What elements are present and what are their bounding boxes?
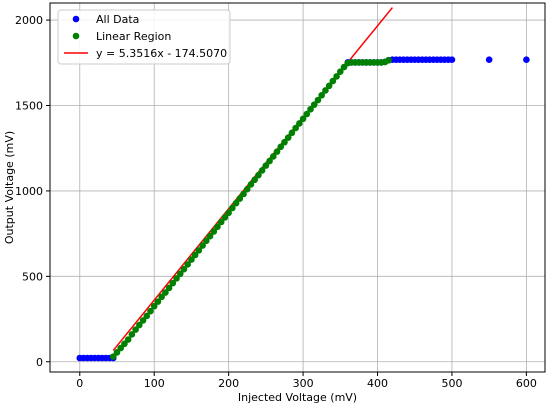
data-point-linear-region bbox=[139, 317, 147, 324]
data-point-linear-region bbox=[221, 214, 229, 221]
data-point-linear-region bbox=[117, 344, 125, 352]
legend-label-fit: y = 5.3516x - 174.5070 bbox=[96, 47, 227, 60]
data-point-linear-region bbox=[128, 331, 136, 338]
data-point-linear-region bbox=[199, 242, 206, 249]
data-point-linear-region bbox=[113, 349, 121, 356]
legend-label-all-data: All Data bbox=[96, 13, 139, 26]
x-tick-label: 400 bbox=[367, 377, 388, 390]
data-point-linear-region bbox=[270, 153, 277, 160]
data-point-linear-region bbox=[243, 185, 251, 193]
x-tick-label: 0 bbox=[76, 377, 83, 390]
y-tick-label: 1000 bbox=[15, 185, 43, 198]
y-tick-label: 1500 bbox=[15, 100, 43, 113]
data-point-linear-region bbox=[262, 162, 270, 169]
y-axis-label: Output Voltage (mV) bbox=[3, 131, 16, 244]
legend-marker-all-data bbox=[72, 15, 80, 23]
data-point-linear-region bbox=[255, 171, 262, 179]
data-point-all-data bbox=[448, 56, 456, 64]
x-axis-label: Injected Voltage (mV) bbox=[238, 391, 357, 404]
data-point-linear-region bbox=[180, 265, 188, 273]
data-point-linear-region bbox=[147, 307, 154, 315]
data-point-linear-region bbox=[132, 326, 139, 333]
data-point-linear-region bbox=[191, 251, 199, 259]
data-point-linear-region bbox=[325, 82, 333, 90]
data-point-linear-region bbox=[176, 270, 184, 278]
data-point-linear-region bbox=[232, 199, 240, 207]
data-point-linear-region bbox=[385, 56, 392, 64]
x-tick-label: 500 bbox=[441, 377, 462, 390]
data-point-linear-region bbox=[162, 289, 169, 296]
data-point-linear-region bbox=[173, 275, 180, 282]
data-point-linear-region bbox=[251, 176, 258, 184]
data-point-linear-region bbox=[236, 195, 244, 202]
legend: All Data Linear Region y = 5.3516x - 174… bbox=[57, 9, 231, 65]
data-point-linear-region bbox=[247, 181, 255, 188]
data-point-linear-region bbox=[184, 261, 192, 268]
data-point-linear-region bbox=[136, 321, 143, 329]
data-point-linear-region bbox=[307, 105, 314, 113]
x-tick-label: 300 bbox=[293, 377, 314, 390]
data-point-linear-region bbox=[158, 293, 165, 301]
data-point-linear-region bbox=[266, 157, 273, 165]
data-point-linear-region bbox=[318, 91, 325, 99]
data-point-linear-region bbox=[292, 124, 299, 132]
data-point-linear-region bbox=[314, 96, 322, 104]
legend-marker-linear-region bbox=[72, 32, 80, 40]
data-point-linear-region bbox=[337, 68, 344, 75]
data-point-linear-region bbox=[322, 87, 329, 94]
x-axis-ticks: 0 100 200 300 400 500 600 bbox=[76, 372, 537, 390]
data-point-linear-region bbox=[281, 138, 288, 146]
legend-label-linear-region: Linear Region bbox=[96, 30, 171, 43]
data-point-linear-region bbox=[188, 256, 195, 263]
data-point-linear-region bbox=[284, 134, 292, 141]
data-point-linear-region bbox=[154, 298, 162, 305]
data-point-linear-region bbox=[143, 312, 151, 320]
data-point-linear-region bbox=[217, 218, 225, 226]
data-point-linear-region bbox=[195, 247, 203, 254]
data-point-linear-region bbox=[203, 237, 210, 245]
data-point-linear-region bbox=[310, 101, 318, 108]
x-tick-label: 100 bbox=[144, 377, 165, 390]
x-tick-label: 600 bbox=[516, 377, 537, 390]
data-point-linear-region bbox=[206, 232, 214, 240]
data-point-linear-region bbox=[258, 167, 266, 174]
data-point-linear-region bbox=[299, 115, 307, 123]
data-point-linear-region bbox=[124, 336, 132, 343]
legend-box bbox=[57, 9, 231, 65]
data-point-linear-region bbox=[277, 143, 285, 151]
data-point-linear-region bbox=[273, 148, 281, 155]
data-point-linear-region bbox=[303, 110, 311, 118]
data-point-linear-region bbox=[333, 73, 340, 80]
x-tick-label: 200 bbox=[218, 377, 239, 390]
data-point-linear-region bbox=[229, 204, 236, 212]
plot-frame bbox=[49, 2, 546, 373]
data-point-linear-region bbox=[329, 77, 337, 85]
data-point-linear-region bbox=[165, 284, 173, 292]
data-point-linear-region bbox=[169, 279, 177, 287]
data-point-linear-region bbox=[121, 340, 128, 348]
data-point-all-data bbox=[485, 56, 493, 64]
y-axis-ticks: 0 500 1000 1500 2000 bbox=[15, 14, 50, 369]
data-point-linear-region bbox=[225, 209, 232, 217]
grid-lines bbox=[50, 3, 545, 372]
data-point-linear-region bbox=[288, 129, 296, 137]
data-point-linear-region bbox=[109, 353, 117, 360]
data-point-linear-region bbox=[150, 302, 158, 310]
y-tick-label: 500 bbox=[22, 270, 43, 283]
data-points bbox=[76, 56, 530, 362]
data-point-all-data bbox=[523, 56, 530, 64]
data-point-linear-region bbox=[214, 223, 221, 231]
data-point-linear-region bbox=[210, 228, 218, 235]
y-tick-label: 2000 bbox=[15, 14, 43, 27]
data-point-linear-region bbox=[296, 120, 303, 127]
data-point-linear-region bbox=[240, 190, 247, 198]
y-tick-label: 0 bbox=[36, 356, 43, 369]
